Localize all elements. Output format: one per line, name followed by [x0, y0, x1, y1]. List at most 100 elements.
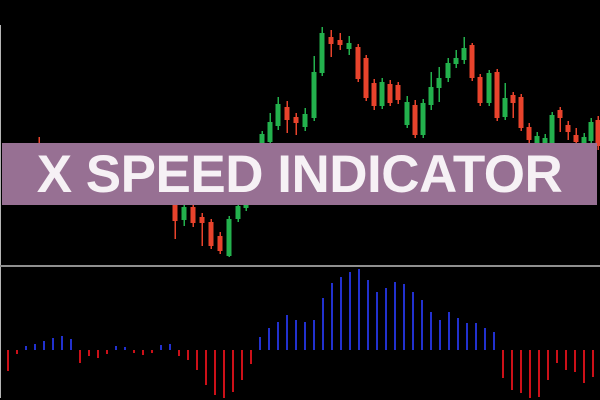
hist-bar-up: [52, 338, 54, 350]
hist-bar-down: [97, 350, 99, 358]
hist-bar-down: [133, 350, 135, 353]
hist-bar-up: [340, 277, 342, 350]
hist-bar-up: [277, 322, 279, 350]
candle-wick: [512, 92, 514, 118]
candle-body-up: [181, 207, 187, 220]
hist-bar-up: [313, 320, 315, 350]
hist-bar-down: [16, 350, 18, 354]
candle-body-up: [235, 206, 241, 219]
hist-bar-up: [286, 315, 288, 350]
candle-body-up: [226, 219, 232, 256]
candle-body-down: [355, 47, 361, 79]
hist-bar-down: [187, 350, 189, 360]
candle-body-up: [346, 43, 352, 49]
candlestick-chart: [3, 27, 600, 257]
hist-bar-up: [475, 323, 477, 350]
hist-bar-up: [349, 272, 351, 350]
candle-body-down: [337, 40, 343, 45]
candle-wick: [559, 107, 561, 132]
hist-bar-up: [70, 339, 72, 350]
hist-bar-up: [61, 336, 63, 350]
hist-bar-up: [376, 292, 378, 350]
hist-bar-up: [394, 282, 396, 350]
hist-bar-down: [205, 350, 207, 385]
chart-left-border-line: [0, 25, 1, 398]
hist-bar-up: [169, 344, 171, 350]
candle-body-up: [502, 98, 508, 117]
hist-bar-up: [25, 346, 27, 350]
candle-body-up: [581, 137, 587, 143]
candle-body-up: [453, 58, 459, 64]
oscillator-histogram: [7, 269, 594, 398]
hist-bar-up: [124, 347, 126, 350]
hist-bar-down: [88, 350, 90, 356]
candle-body-up: [461, 48, 467, 60]
hist-bar-up: [403, 284, 405, 350]
candle-body-down: [557, 110, 563, 118]
candle-body-up: [428, 87, 434, 105]
hist-bar-down: [232, 350, 234, 392]
candle-body-up: [267, 122, 273, 142]
candle-body-down: [363, 58, 369, 98]
hist-bar-down: [565, 350, 567, 370]
hist-bar-down: [511, 350, 513, 390]
hist-bar-up: [259, 337, 261, 350]
hist-bar-down: [79, 350, 81, 363]
candle-body-down: [172, 196, 178, 221]
candle-body-down: [518, 97, 524, 128]
candle-body-down: [573, 135, 579, 142]
candle-body-down: [510, 95, 516, 103]
hist-bar-up: [322, 298, 324, 350]
hist-bar-up: [430, 312, 432, 350]
candle-body-up: [319, 33, 325, 73]
hist-bar-down: [556, 350, 558, 363]
candle-body-up: [404, 102, 410, 125]
hist-bar-down: [592, 350, 594, 377]
hist-bar-up: [367, 280, 369, 350]
candle-body-down: [469, 45, 475, 78]
hist-bar-up: [421, 300, 423, 350]
candle-body-up: [311, 72, 317, 118]
hist-bar-up: [331, 283, 333, 350]
candle-body-down: [595, 120, 600, 146]
candle-body-down: [387, 84, 393, 103]
candle-body-down: [199, 217, 205, 223]
hist-bar-up: [358, 269, 360, 350]
hist-bar-down: [106, 350, 108, 354]
candle-body-down: [526, 127, 532, 140]
candle-body-down: [190, 207, 196, 223]
hist-bar-up: [304, 322, 306, 350]
candle-body-up: [445, 63, 451, 78]
hist-bar-down: [502, 350, 504, 378]
candle-body-up: [588, 122, 594, 141]
hist-bar-up: [439, 320, 441, 350]
candle-body-up: [542, 138, 548, 145]
hist-bar-up: [385, 288, 387, 350]
candle-body-up: [534, 136, 540, 143]
hist-bar-down: [520, 350, 522, 393]
title-banner: X SPEED INDICATOR: [2, 143, 597, 205]
candle-body-up: [486, 73, 492, 103]
hist-bar-down: [241, 350, 243, 380]
candle-wick: [295, 113, 297, 135]
hist-bar-up: [484, 328, 486, 350]
hist-bar-up: [457, 318, 459, 350]
hist-bar-up: [268, 328, 270, 350]
candle-body-up: [275, 104, 281, 126]
hist-bar-down: [7, 350, 9, 371]
hist-bar-down: [538, 350, 540, 397]
hist-bar-up: [448, 312, 450, 350]
candle-body-down: [395, 85, 401, 100]
hist-bar-up: [412, 292, 414, 350]
candle-body-down: [328, 37, 334, 44]
candle-body-down: [208, 222, 214, 246]
hist-bar-up: [43, 341, 45, 350]
candle-body-up: [420, 103, 426, 135]
hist-bar-down: [151, 350, 153, 353]
hist-bar-down: [178, 350, 180, 356]
candle-body-up: [549, 115, 555, 143]
hist-bar-up: [160, 345, 162, 350]
candle-body-down: [217, 236, 223, 251]
panel-separator-line: [0, 265, 600, 267]
hist-bar-up: [34, 344, 36, 350]
